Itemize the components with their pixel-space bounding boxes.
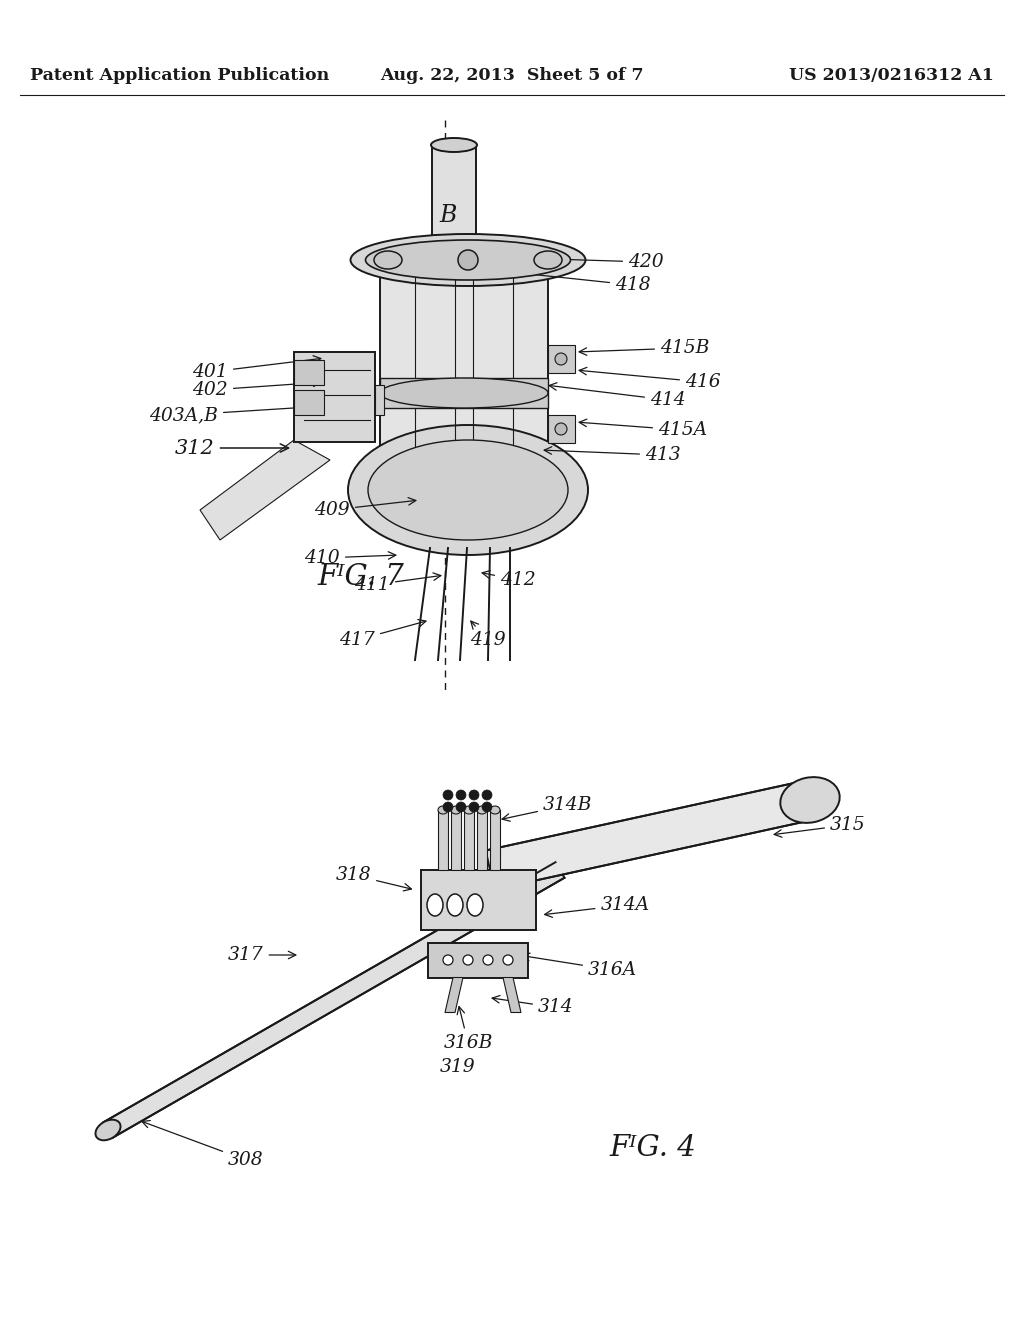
Ellipse shape: [374, 251, 402, 269]
Ellipse shape: [534, 251, 562, 269]
Polygon shape: [294, 360, 324, 385]
Text: 318: 318: [336, 866, 412, 891]
Ellipse shape: [350, 234, 586, 286]
Text: 416: 416: [580, 367, 721, 391]
Circle shape: [482, 803, 492, 812]
Circle shape: [555, 352, 567, 366]
Text: 312: 312: [175, 438, 289, 458]
Polygon shape: [503, 978, 521, 1012]
Circle shape: [469, 803, 479, 812]
Text: 319: 319: [440, 1059, 476, 1077]
Text: 418: 418: [514, 269, 650, 294]
Polygon shape: [375, 385, 384, 414]
Text: 402: 402: [193, 379, 321, 399]
Polygon shape: [490, 810, 500, 870]
Polygon shape: [421, 870, 536, 931]
Text: 314A: 314A: [545, 896, 649, 917]
Circle shape: [456, 789, 466, 800]
Circle shape: [555, 422, 567, 436]
Ellipse shape: [467, 894, 483, 916]
Circle shape: [482, 789, 492, 800]
Circle shape: [503, 954, 513, 965]
Circle shape: [458, 249, 478, 271]
Ellipse shape: [477, 807, 487, 814]
Text: 314B: 314B: [502, 796, 592, 821]
Polygon shape: [548, 414, 575, 444]
Ellipse shape: [438, 807, 449, 814]
Text: 413: 413: [544, 446, 681, 465]
Text: 417: 417: [339, 619, 426, 649]
Text: 415B: 415B: [580, 339, 710, 356]
Ellipse shape: [464, 807, 474, 814]
Polygon shape: [428, 942, 528, 978]
Ellipse shape: [451, 807, 461, 814]
Circle shape: [443, 954, 453, 965]
Ellipse shape: [366, 240, 570, 280]
Ellipse shape: [447, 894, 463, 916]
Text: US 2013/0216312 A1: US 2013/0216312 A1: [790, 66, 994, 83]
Text: 317: 317: [228, 946, 296, 964]
Text: 401: 401: [193, 355, 321, 381]
Text: FᴵG. 4: FᴵG. 4: [609, 1134, 696, 1163]
Circle shape: [483, 954, 493, 965]
Polygon shape: [438, 810, 449, 870]
Text: 409: 409: [314, 498, 416, 519]
Text: Aug. 22, 2013  Sheet 5 of 7: Aug. 22, 2013 Sheet 5 of 7: [380, 66, 644, 83]
Ellipse shape: [431, 139, 477, 152]
Ellipse shape: [427, 894, 443, 916]
Ellipse shape: [780, 777, 840, 822]
Text: 316B: 316B: [443, 1007, 493, 1052]
Text: 315: 315: [774, 816, 865, 837]
Polygon shape: [477, 810, 487, 870]
Polygon shape: [380, 271, 548, 475]
Circle shape: [443, 789, 453, 800]
Text: 403A,B: 403A,B: [150, 403, 321, 424]
Text: 415A: 415A: [580, 420, 708, 440]
Text: 419: 419: [470, 622, 506, 649]
Text: 420: 420: [524, 253, 664, 271]
Ellipse shape: [348, 425, 588, 554]
Ellipse shape: [380, 378, 548, 408]
Text: 308: 308: [142, 1121, 263, 1170]
Circle shape: [443, 803, 453, 812]
Circle shape: [469, 789, 479, 800]
Text: 412: 412: [482, 570, 536, 589]
Polygon shape: [548, 345, 575, 374]
Polygon shape: [294, 389, 324, 414]
Text: 410: 410: [304, 549, 396, 568]
Text: B: B: [439, 203, 457, 227]
Ellipse shape: [490, 807, 500, 814]
Ellipse shape: [95, 1119, 121, 1140]
Text: Patent Application Publication: Patent Application Publication: [30, 66, 330, 83]
Circle shape: [463, 954, 473, 965]
Text: 314: 314: [493, 995, 573, 1016]
Polygon shape: [103, 862, 564, 1138]
Polygon shape: [445, 978, 463, 1012]
Polygon shape: [294, 352, 375, 442]
Polygon shape: [485, 780, 814, 890]
Text: 316A: 316A: [522, 953, 637, 979]
Text: FᴵG. 7: FᴵG. 7: [317, 562, 404, 591]
Ellipse shape: [368, 440, 568, 540]
Circle shape: [456, 803, 466, 812]
Polygon shape: [432, 145, 476, 238]
Text: 411: 411: [354, 573, 441, 594]
Polygon shape: [451, 810, 461, 870]
Text: 414: 414: [549, 383, 686, 409]
Polygon shape: [380, 378, 548, 408]
Polygon shape: [464, 810, 474, 870]
Polygon shape: [200, 440, 330, 540]
